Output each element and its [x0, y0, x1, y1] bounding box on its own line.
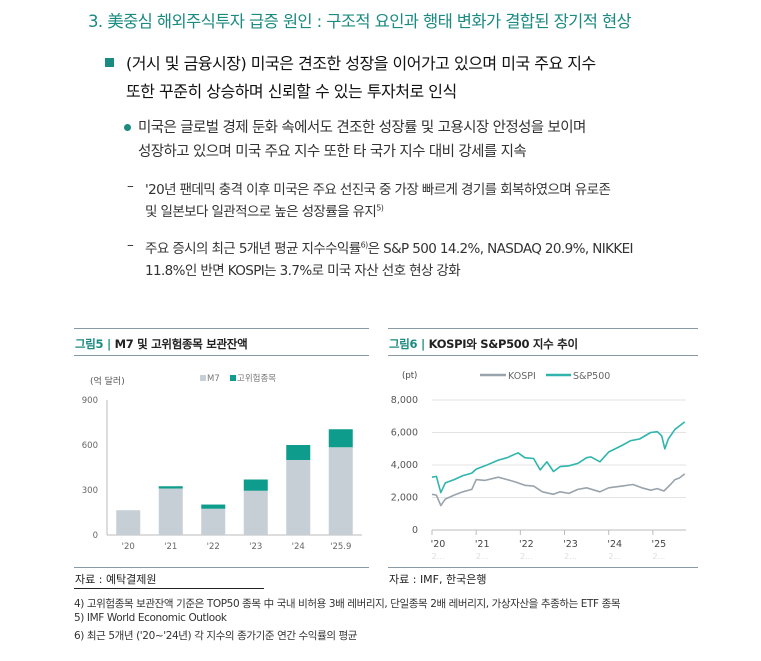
y-tick-label: 2,000	[391, 493, 418, 504]
legend-label-risk: 고위험종목	[237, 374, 276, 384]
fig5-title: 그림5 | M7 및 고위험종목 보관잔액	[75, 336, 248, 352]
dash2-text-b: 은 S&P 500 14.2%, NASDAQ 20.9%, NIKKEI	[367, 241, 634, 257]
bar-m7	[201, 508, 226, 535]
legend-swatch-risk	[230, 375, 236, 381]
bar-risk	[243, 479, 268, 491]
bar-m7	[116, 510, 141, 535]
footnote-4: 4) 고위험종목 보관잔액 기준은 TOP50 종목 中 국내 비허용 3배 레…	[74, 598, 621, 610]
bullet1-line2: 또한 꾸준히 상승하며 신뢰할 수 있는 투자처로 인식	[126, 82, 457, 101]
bullet2-line1: 미국은 글로벌 경제 둔화 속에서도 견조한 성장률 및 고용시장 안정성을 보…	[138, 120, 586, 136]
x-tick-label: '20	[122, 542, 135, 552]
dash-icon: –	[127, 178, 134, 194]
fig6-title-text: KOSPI와 S&P500 지수 추이	[428, 337, 578, 351]
footnote-5: 5) IMF World Economic Outlook	[74, 612, 227, 624]
x-tick-sublabel: 2...	[432, 552, 445, 561]
legend-label-sp500: S&P500	[573, 371, 610, 382]
dash2-line2: 11.8%인 반면 KOSPI는 3.7%로 미국 자산 선호 현상 강화	[145, 263, 461, 279]
y-tick-label: 8,000	[391, 395, 418, 406]
footnote-ref: 5)	[376, 203, 384, 213]
section-heading: 3. 美중심 해외주식투자 급증 원인 : 구조적 요인과 행태 변화가 결합된…	[88, 12, 632, 31]
x-tick-label: '21	[475, 539, 490, 550]
footnote-6: 6) 최근 5개년 ('20~'24년) 각 지수의 종가기준 연간 수익률의 …	[74, 630, 358, 642]
y-tick-label: 600	[82, 441, 98, 451]
x-tick-label: '21	[164, 542, 177, 552]
x-tick-label: '24	[292, 542, 305, 552]
y-axis-label: (pt)	[402, 371, 417, 381]
fig6-title: 그림6 | KOSPI와 S&P500 지수 추이	[389, 336, 578, 352]
legend-label-m7: M7	[207, 374, 220, 384]
bullet2-line2: 성장하고 있으며 미국 주요 지수 또한 타 국가 지수 대비 강세를 지속	[138, 144, 527, 160]
dash2-text-a: 주요 증시의 최근 5개년 평균 지수수익률	[145, 241, 361, 257]
bar-m7	[328, 447, 353, 535]
bullet1-line1: (거시 및 금융시장) 미국은 견조한 성장을 이어가고 있으며 미국 주요 지…	[126, 54, 596, 73]
x-tick-label: '22	[207, 542, 220, 552]
y-axis-label: (억 달러)	[90, 375, 125, 387]
x-tick-label: '20	[431, 539, 446, 550]
y-tick-label: 900	[82, 396, 98, 406]
x-tick-sublabel: 2...	[520, 552, 533, 561]
dash-icon: –	[127, 237, 134, 253]
fig5-number: 그림5	[75, 337, 104, 351]
series-line-kospi	[431, 473, 686, 507]
bar-risk	[328, 429, 353, 448]
legend-label-kospi: KOSPI	[508, 371, 536, 382]
square-bullet-icon	[105, 58, 114, 67]
x-tick-label: '22	[519, 539, 534, 550]
x-tick-label: '24	[607, 539, 622, 550]
fig5-source: 자료 : 예탁결제원	[75, 573, 157, 586]
y-tick-label: 300	[82, 486, 98, 496]
fig6-line-chart: (pt) 0 2,000 4,000 6,000 8,000 '20 2... '21 2... '…	[391, 371, 686, 561]
series-line-sp500	[431, 421, 686, 494]
x-tick-sublabel: 2...	[476, 552, 489, 561]
dash1-line2: 및 일본보다 일관적으로 높은 성장률을 유지5)	[145, 200, 384, 221]
x-tick-sublabel: 2...	[653, 552, 666, 561]
x-tick-label: '25	[652, 539, 667, 550]
x-tick-label: '23	[249, 542, 262, 552]
dash1-text: 및 일본보다 일관적으로 높은 성장률을 유지	[145, 204, 377, 220]
dot-bullet-icon	[124, 124, 131, 131]
fig6-number: 그림6	[389, 337, 418, 351]
fig5-bar-chart: (억 달러) 0 300 600 900 M7 고위험종목 '20 '21 '22 '23 '24 '2…	[82, 374, 362, 552]
footnote-divider	[74, 588, 264, 589]
y-tick-label: 4,000	[391, 460, 418, 471]
x-tick-sublabel: 2...	[608, 552, 621, 561]
x-tick-label: '25.9	[330, 542, 351, 552]
bar-risk	[286, 445, 311, 460]
bar-risk	[201, 504, 226, 509]
fig5-title-text: M7 및 고위험종목 보관잔액	[114, 337, 248, 351]
x-tick-sublabel: 2...	[564, 552, 577, 561]
y-tick-label: 6,000	[391, 428, 418, 439]
y-tick-label: 0	[412, 525, 418, 536]
footnote-ref: 6)	[360, 240, 369, 250]
y-tick-label: 0	[93, 531, 98, 541]
bar-risk	[158, 486, 183, 489]
x-tick-label: '23	[563, 539, 578, 550]
dash2-line1: 주요 증시의 최근 5개년 평균 지수수익률6)은 S&P 500 14.2%,…	[145, 237, 634, 258]
dash1-line1: '20년 팬데믹 충격 이후 미국은 주요 선진국 중 가장 빠르게 경기를 회…	[145, 182, 611, 198]
bar-m7	[243, 490, 268, 535]
bar-m7	[286, 460, 311, 535]
separator: |	[420, 337, 425, 351]
separator: |	[106, 337, 111, 351]
legend-swatch-m7	[200, 375, 206, 381]
fig6-source: 자료 : IMF, 한국은행	[389, 573, 487, 586]
bar-m7	[158, 488, 183, 535]
